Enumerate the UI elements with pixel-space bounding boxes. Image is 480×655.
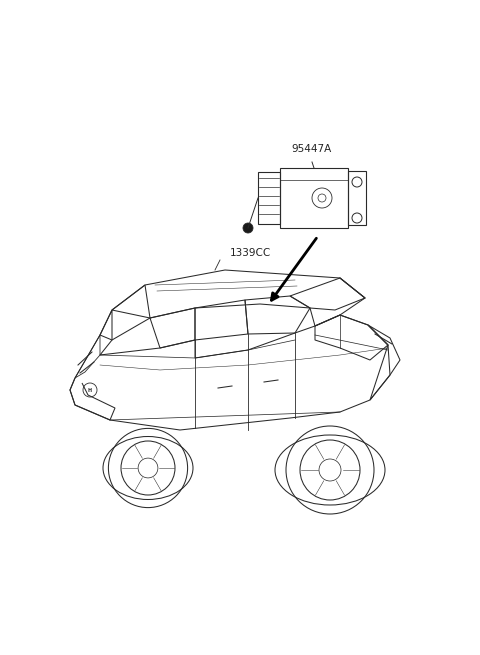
Circle shape: [243, 223, 253, 233]
Text: 1339CC: 1339CC: [230, 248, 271, 258]
Text: H: H: [88, 388, 92, 392]
Text: 95447A: 95447A: [292, 144, 332, 154]
